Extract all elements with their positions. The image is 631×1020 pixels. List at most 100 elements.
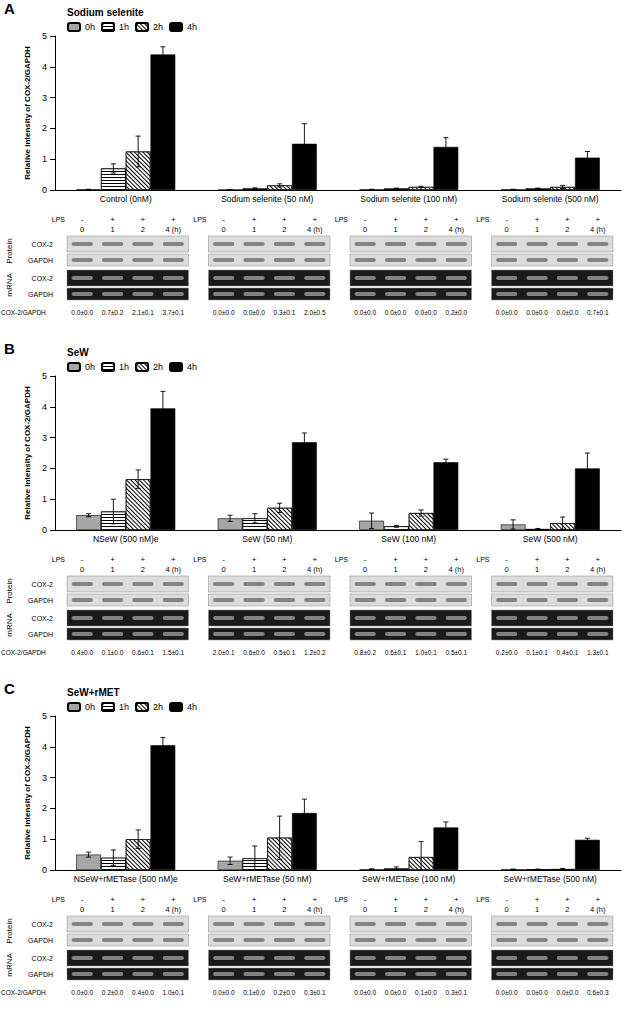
svg-text:GAPDH: GAPDH <box>28 597 53 604</box>
svg-text:4h: 4h <box>187 22 197 32</box>
svg-text:SeW+rMET: SeW+rMET <box>67 687 120 698</box>
svg-text:0.5±0.1: 0.5±0.1 <box>445 649 467 656</box>
svg-text:3: 3 <box>42 433 47 443</box>
svg-text:0.0±0.0: 0.0±0.0 <box>496 989 518 996</box>
svg-text:5: 5 <box>42 371 47 381</box>
svg-text:3.7±0.1: 3.7±0.1 <box>162 309 184 316</box>
svg-text:0.3±0.1: 0.3±0.1 <box>274 309 296 316</box>
svg-text:1.0±0.1: 1.0±0.1 <box>162 989 184 996</box>
svg-text:4 (h): 4 (h) <box>449 225 465 234</box>
svg-text:0.0±0.0: 0.0±0.0 <box>415 309 437 316</box>
svg-text:2h: 2h <box>153 362 163 372</box>
svg-text:2: 2 <box>282 565 286 574</box>
svg-text:0: 0 <box>42 865 47 875</box>
svg-text:2: 2 <box>565 905 569 914</box>
svg-text:2: 2 <box>424 565 428 574</box>
svg-text:4 (h): 4 (h) <box>590 565 606 574</box>
svg-text:0: 0 <box>80 565 84 574</box>
svg-text:0.1±0.0: 0.1±0.0 <box>102 649 124 656</box>
svg-text:0.0±0.0: 0.0±0.0 <box>354 989 376 996</box>
svg-text:2: 2 <box>424 225 428 234</box>
svg-text:LPS: LPS <box>52 556 66 563</box>
svg-text:0.6±0.1: 0.6±0.1 <box>132 649 154 656</box>
svg-text:0.3±0.1: 0.3±0.1 <box>445 989 467 996</box>
svg-text:1: 1 <box>535 905 539 914</box>
svg-text:0.6±0.1: 0.6±0.1 <box>385 649 407 656</box>
svg-text:0.0±0.0: 0.0±0.0 <box>557 989 579 996</box>
svg-text:GAPDH: GAPDH <box>28 937 53 944</box>
svg-text:+: + <box>141 555 146 564</box>
svg-text:2: 2 <box>424 905 428 914</box>
svg-text:2: 2 <box>282 225 286 234</box>
svg-text:0: 0 <box>42 185 47 195</box>
svg-text:SeW (100 nM): SeW (100 nM) <box>381 534 436 544</box>
svg-text:4 (h): 4 (h) <box>590 225 606 234</box>
svg-text:SeW (50 nM): SeW (50 nM) <box>242 534 292 544</box>
svg-text:-: - <box>505 555 508 564</box>
svg-text:0.0±0.0: 0.0±0.0 <box>496 309 518 316</box>
svg-text:0: 0 <box>222 905 226 914</box>
svg-text:0.2±0.0: 0.2±0.0 <box>496 649 518 656</box>
svg-text:+: + <box>171 555 176 564</box>
svg-text:-: - <box>364 555 367 564</box>
svg-text:+: + <box>252 215 257 224</box>
svg-text:2: 2 <box>565 565 569 574</box>
svg-text:0.7±0.2: 0.7±0.2 <box>102 309 124 316</box>
svg-text:0.8±0.2: 0.8±0.2 <box>354 649 376 656</box>
svg-text:Control (0nM): Control (0nM) <box>100 194 152 204</box>
svg-text:+: + <box>141 215 146 224</box>
svg-text:1: 1 <box>110 225 114 234</box>
svg-text:mRNA: mRNA <box>5 953 14 977</box>
svg-text:1h: 1h <box>119 22 129 32</box>
svg-text:0h: 0h <box>85 362 95 372</box>
svg-text:0: 0 <box>505 225 509 234</box>
svg-text:B: B <box>4 340 15 357</box>
svg-text:+: + <box>454 895 459 904</box>
svg-text:+: + <box>312 895 317 904</box>
svg-text:0.0±0.0: 0.0±0.0 <box>213 989 235 996</box>
svg-text:4 (h): 4 (h) <box>449 565 465 574</box>
svg-text:-: - <box>222 895 225 904</box>
svg-text:-: - <box>364 215 367 224</box>
svg-text:Protein: Protein <box>5 578 14 603</box>
svg-text:GAPDH: GAPDH <box>28 291 53 298</box>
svg-text:4 (h): 4 (h) <box>166 565 182 574</box>
svg-text:Sodium selenite (50 nM): Sodium selenite (50 nM) <box>221 194 313 204</box>
svg-text:0: 0 <box>222 225 226 234</box>
svg-text:0.1±0.1: 0.1±0.1 <box>526 649 548 656</box>
svg-text:5: 5 <box>42 711 47 721</box>
svg-text:2.0±0.5: 2.0±0.5 <box>304 309 326 316</box>
svg-text:0.5±0.1: 0.5±0.1 <box>274 649 296 656</box>
svg-text:4 (h): 4 (h) <box>166 905 182 914</box>
svg-text:COX-2: COX-2 <box>32 241 54 248</box>
svg-text:-: - <box>364 895 367 904</box>
svg-text:-: - <box>81 555 84 564</box>
svg-text:0.0±0.0: 0.0±0.0 <box>385 309 407 316</box>
svg-text:0: 0 <box>505 905 509 914</box>
svg-text:0.6±0.3: 0.6±0.3 <box>587 989 609 996</box>
svg-text:LPS: LPS <box>193 216 207 223</box>
svg-text:COX-2: COX-2 <box>32 955 54 962</box>
svg-text:2h: 2h <box>153 22 163 32</box>
svg-text:1: 1 <box>393 225 397 234</box>
svg-text:LPS: LPS <box>476 556 490 563</box>
svg-text:0.7±0.1: 0.7±0.1 <box>587 309 609 316</box>
svg-text:0.0±0.0: 0.0±0.0 <box>526 309 548 316</box>
svg-text:1.0±0.1: 1.0±0.1 <box>415 649 437 656</box>
svg-text:3: 3 <box>42 93 47 103</box>
svg-text:0.0±0.0: 0.0±0.0 <box>557 309 579 316</box>
svg-text:-: - <box>222 215 225 224</box>
svg-text:LPS: LPS <box>52 216 66 223</box>
svg-text:Relative intensity of COX-2/GA: Relative intensity of COX-2/GAPDH <box>23 386 32 520</box>
svg-text:4 (h): 4 (h) <box>590 905 606 914</box>
svg-text:0.2±0.0: 0.2±0.0 <box>274 989 296 996</box>
svg-text:3: 3 <box>42 773 47 783</box>
svg-text:COX-2/GAPDH: COX-2/GAPDH <box>1 649 46 656</box>
svg-text:COX-2/GAPDH: COX-2/GAPDH <box>1 989 46 996</box>
svg-text:2: 2 <box>141 225 145 234</box>
svg-text:+: + <box>565 895 570 904</box>
svg-text:COX-2: COX-2 <box>32 921 54 928</box>
svg-text:0.1±0.0: 0.1±0.0 <box>243 989 265 996</box>
svg-text:+: + <box>110 555 115 564</box>
svg-text:0.2±0.0: 0.2±0.0 <box>102 989 124 996</box>
